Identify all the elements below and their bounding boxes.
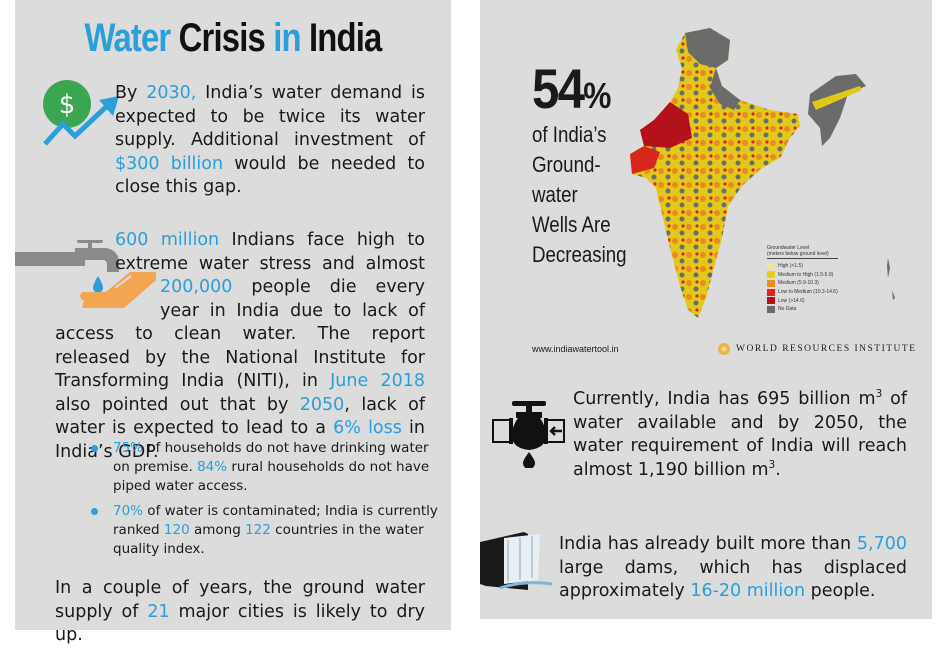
dams-paragraph: India has already built more than 5,700 … [559,534,907,601]
page-title: Water Crisis in India [84,16,383,60]
legend-item: Medium to High (1.5-5.9) [767,271,838,280]
water-availability-paragraph: Currently, India has 695 billion m3 of w… [573,388,907,480]
right-infographic-panel: 54% of India’s Ground- water Wells Are D… [480,0,932,619]
water-valve-icon [492,401,565,468]
list-item: 70% of water is contaminated; India is c… [91,502,443,559]
legend-item: Medium (5.9-10.3) [767,279,838,288]
org-credit: WORLD RESOURCES INSTITUTE [718,343,917,355]
legend-item: Low (>14.6) [767,296,838,305]
water-stress-paragraph: 600 million Indians face high to extreme… [55,230,425,462]
list-item: 75% of households do not have drinking w… [91,439,443,496]
facts-list: 75% of households do not have drinking w… [91,439,443,565]
stat-percentage: 54% [532,57,611,120]
tap-hand-icon [15,240,156,308]
legend-item: High (<1.5) [767,262,838,271]
bullet-icon [91,508,98,515]
dollar-growth-icon: $ [43,80,119,146]
left-infographic-panel: Water Crisis in India $ By 2030, India’s… [15,0,451,645]
source-url: www.indiawatertool.in [532,344,619,354]
stat-caption: of India’s Ground- water Wells Are Decre… [532,122,627,267]
india-groundwater-map [630,28,895,318]
bullet-icon [91,445,98,452]
legend-item: Low to Medium (10.3-14.6) [767,288,838,297]
legend-item: No Data [767,305,838,314]
map-legend: Groundwater Level (meters below ground le… [767,245,838,314]
dam-icon [480,532,553,590]
investment-paragraph: By 2030, India’s water demand is expecte… [115,83,425,197]
wri-logo-icon [718,343,730,355]
cities-paragraph: In a couple of years, the ground water s… [55,578,426,645]
svg-text:$: $ [59,90,76,120]
